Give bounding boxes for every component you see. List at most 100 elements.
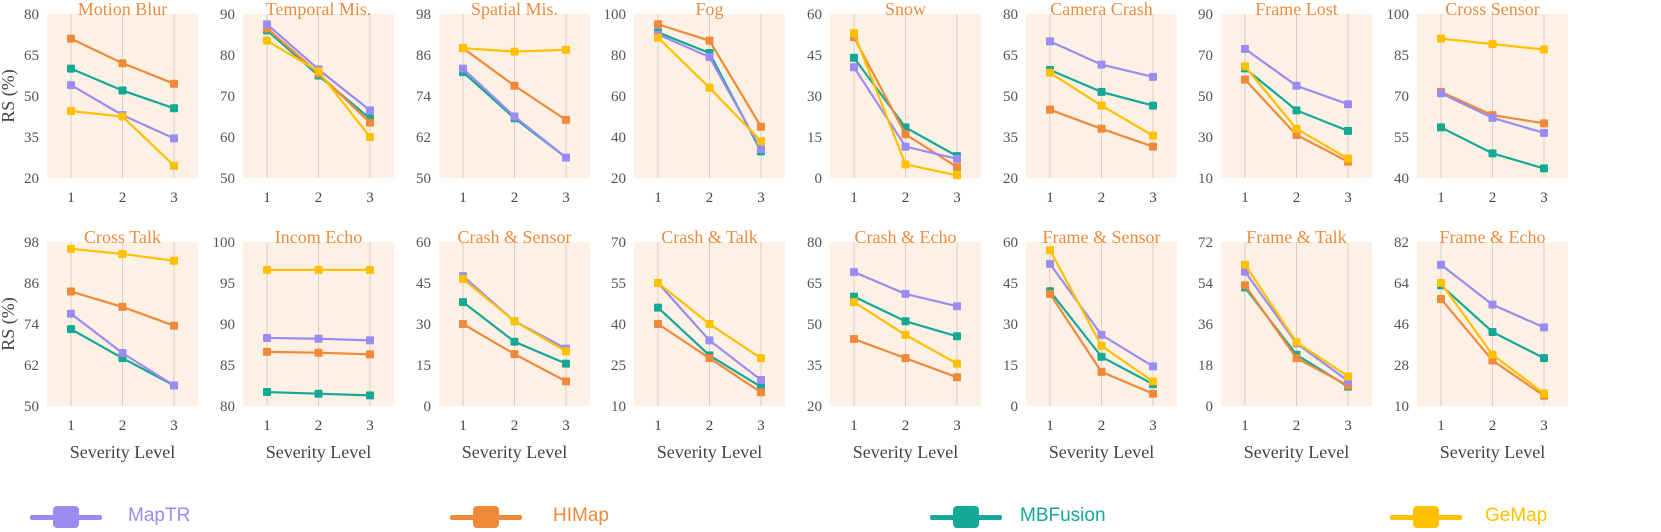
y-tick-label: 54	[1198, 276, 1214, 292]
point-gemap	[901, 160, 910, 169]
chart-title: Incom Echo	[275, 227, 362, 247]
point-gemap	[459, 274, 467, 283]
chart-title: Frame & Talk	[1246, 227, 1346, 247]
chart-title: Spatial Mis.	[471, 0, 558, 19]
point-himap	[1046, 105, 1054, 114]
y-tick-label: 36	[1198, 317, 1214, 333]
y-tick-label: 10	[1394, 399, 1409, 415]
x-tick-label: 3	[757, 418, 765, 434]
point-maptr	[263, 333, 271, 342]
chart-motion-blur: 20 35 50 65 80 1 2 3 Motion Blur RS (%)	[0, 0, 198, 206]
x-tick-label: 3	[170, 190, 178, 206]
y-tick-label: 62	[416, 130, 431, 146]
chart-camera-crash: 20 35 50 65 80 1 2 3 Camera Crash	[1003, 0, 1177, 206]
point-gemap	[901, 330, 910, 339]
y-tick-label: 20	[807, 399, 822, 415]
chart-incom-echo: 80 85 90 95 100 1 2 3 Incom Echo Severity Level	[213, 227, 394, 462]
chart-cross-talk: 50 62 74 86 98 1 2 3 Cross Talk Severity Level RS …	[0, 227, 198, 462]
point-maptr	[1437, 260, 1445, 269]
x-tick-label: 3	[562, 190, 570, 206]
y-tick-label: 60	[1003, 235, 1018, 251]
x-tick-label: 1	[67, 190, 75, 206]
y-tick-label: 82	[1394, 235, 1409, 251]
point-himap	[170, 79, 178, 88]
y-tick-label: 80	[220, 48, 235, 64]
y-tick-label: 10	[611, 399, 626, 415]
point-maptr	[1488, 300, 1497, 309]
y-tick-label: 100	[213, 235, 236, 251]
x-tick-label: 3	[366, 190, 374, 206]
y-tick-label: 60	[611, 89, 626, 105]
chart-title: Snow	[885, 0, 926, 19]
y-tick-label: 45	[1003, 276, 1018, 292]
y-tick-label: 55	[1394, 130, 1409, 146]
chart-title: Crash & Echo	[855, 227, 957, 247]
x-tick-label: 1	[850, 190, 858, 206]
y-tick-label: 86	[24, 276, 40, 292]
point-gemap	[953, 359, 961, 368]
x-axis-label: Severity Level	[657, 442, 762, 462]
legend-label-mbfusion: MBFusion	[1020, 505, 1106, 526]
y-tick-label: 28	[1394, 358, 1409, 374]
point-gemap	[263, 36, 271, 45]
y-tick-label: 40	[1394, 171, 1409, 187]
y-tick-label: 30	[807, 89, 822, 105]
point-gemap	[118, 112, 127, 121]
legend-marker-himap	[473, 506, 499, 528]
x-tick-label: 1	[263, 190, 271, 206]
y-tick-label: 90	[1198, 7, 1213, 23]
chart-title: Cross Sensor	[1445, 0, 1540, 19]
point-maptr	[705, 53, 714, 62]
x-tick-label: 1	[1437, 190, 1445, 206]
y-tick-label: 80	[24, 7, 39, 23]
point-maptr	[901, 289, 910, 298]
point-maptr	[263, 20, 271, 29]
x-tick-label: 1	[1437, 418, 1445, 434]
point-mbfusion	[1488, 149, 1497, 158]
point-gemap	[1149, 377, 1157, 386]
point-gemap	[562, 45, 570, 54]
y-tick-label: 74	[24, 317, 40, 333]
x-axis-label: Severity Level	[70, 442, 175, 462]
chart-title: Frame & Echo	[1440, 227, 1546, 247]
y-axis-label: RS (%)	[0, 69, 19, 123]
y-tick-label: 85	[1394, 48, 1409, 64]
point-maptr	[459, 64, 467, 73]
point-himap	[705, 354, 714, 363]
point-himap	[1149, 389, 1157, 398]
x-tick-label: 2	[1098, 418, 1106, 434]
point-gemap	[1292, 124, 1301, 133]
chart-title: Fog	[695, 0, 723, 19]
x-tick-label: 2	[902, 418, 910, 434]
point-maptr	[170, 134, 178, 143]
chart-frame-and-sensor: 0 15 30 45 60 1 2 3 Frame & Sensor Severity Level	[1003, 227, 1177, 462]
point-himap	[1292, 130, 1301, 139]
x-tick-label: 2	[706, 418, 714, 434]
y-tick-label: 62	[24, 358, 39, 374]
point-himap	[1046, 289, 1054, 298]
point-mbfusion	[1488, 327, 1497, 336]
point-gemap	[1149, 131, 1157, 140]
y-tick-label: 65	[1003, 48, 1018, 64]
x-axis-label: Severity Level	[1049, 442, 1154, 462]
y-tick-label: 60	[416, 235, 431, 251]
y-tick-label: 65	[24, 48, 39, 64]
point-gemap	[366, 265, 374, 274]
chart-title: Camera Crash	[1050, 0, 1152, 19]
point-mbfusion	[459, 298, 467, 307]
point-himap	[1241, 75, 1249, 84]
point-mbfusion	[314, 389, 323, 398]
x-tick-label: 3	[366, 418, 374, 434]
point-himap	[850, 335, 858, 344]
y-tick-label: 90	[220, 317, 235, 333]
legend: MapTR HIMap MBFusion GeMap	[0, 500, 1661, 532]
point-gemap	[1292, 338, 1301, 347]
x-tick-label: 3	[1344, 418, 1352, 434]
point-gemap	[1488, 350, 1497, 359]
y-tick-label: 35	[1003, 130, 1018, 146]
x-tick-label: 3	[1540, 418, 1548, 434]
point-maptr	[170, 381, 178, 390]
x-tick-label: 1	[1046, 190, 1054, 206]
x-tick-label: 3	[1344, 190, 1352, 206]
chart-title: Crash & Talk	[661, 227, 757, 247]
